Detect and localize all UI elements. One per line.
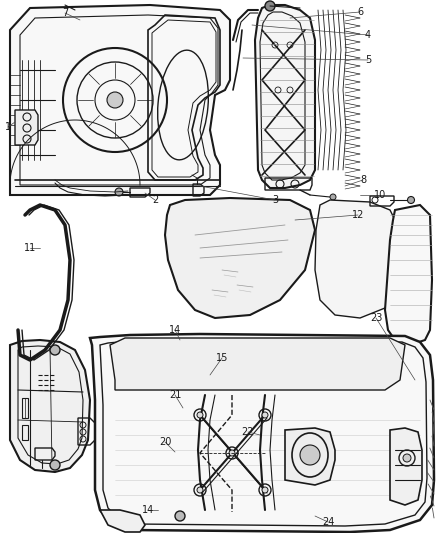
Polygon shape <box>285 428 335 485</box>
Text: 14: 14 <box>142 505 154 515</box>
Text: 2: 2 <box>152 195 158 205</box>
Polygon shape <box>90 334 434 532</box>
Polygon shape <box>10 340 90 472</box>
Text: 8: 8 <box>360 175 366 185</box>
Ellipse shape <box>175 511 185 521</box>
Ellipse shape <box>107 92 123 108</box>
Text: 24: 24 <box>322 517 334 527</box>
Polygon shape <box>390 428 422 505</box>
Text: 21: 21 <box>169 390 181 400</box>
Ellipse shape <box>197 487 203 493</box>
Text: 20: 20 <box>159 437 171 447</box>
Text: 23: 23 <box>370 313 382 323</box>
Ellipse shape <box>262 487 268 493</box>
Polygon shape <box>10 5 230 195</box>
Polygon shape <box>165 198 315 318</box>
Text: 1: 1 <box>5 122 11 132</box>
Polygon shape <box>255 5 315 188</box>
Ellipse shape <box>265 1 275 11</box>
Text: 14: 14 <box>169 325 181 335</box>
Text: 22: 22 <box>242 427 254 437</box>
Text: 10: 10 <box>374 190 386 200</box>
Text: 15: 15 <box>216 353 228 363</box>
Text: 12: 12 <box>352 210 364 220</box>
Polygon shape <box>15 110 38 145</box>
Ellipse shape <box>50 460 60 470</box>
Text: 7: 7 <box>62 8 68 18</box>
Ellipse shape <box>115 188 123 196</box>
Text: 11: 11 <box>24 243 36 253</box>
Text: 4: 4 <box>365 30 371 40</box>
Polygon shape <box>110 338 405 390</box>
Text: 5: 5 <box>365 55 371 65</box>
Ellipse shape <box>403 454 411 462</box>
Ellipse shape <box>50 345 60 355</box>
Text: 3: 3 <box>272 195 278 205</box>
Polygon shape <box>315 200 400 318</box>
Text: 6: 6 <box>357 7 363 17</box>
Ellipse shape <box>197 412 203 418</box>
Ellipse shape <box>229 450 235 456</box>
Polygon shape <box>100 510 145 532</box>
Ellipse shape <box>300 445 320 465</box>
Polygon shape <box>385 205 432 345</box>
Ellipse shape <box>330 194 336 200</box>
Ellipse shape <box>262 412 268 418</box>
Ellipse shape <box>407 197 414 204</box>
